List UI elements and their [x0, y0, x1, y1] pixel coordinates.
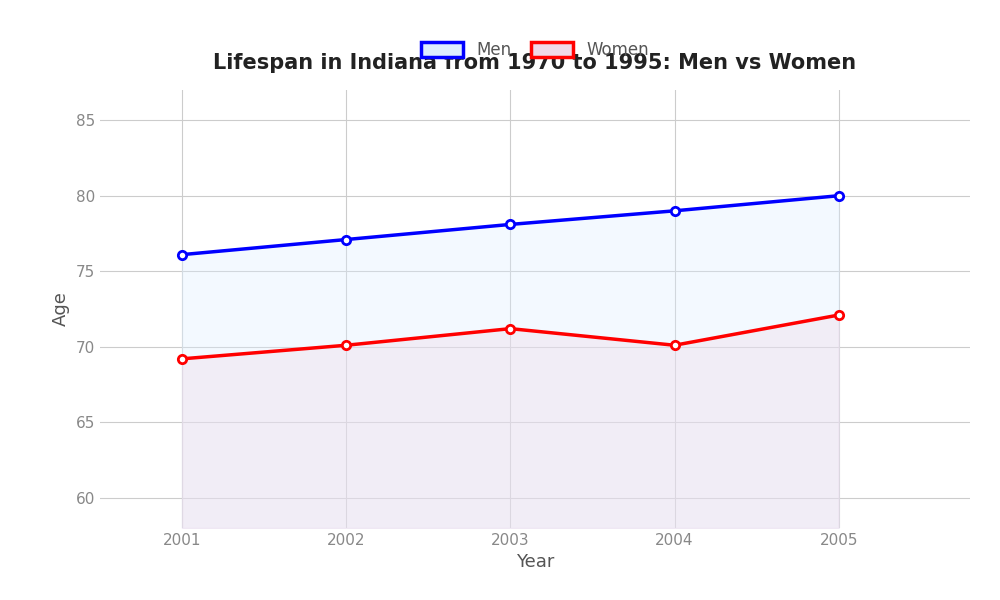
Y-axis label: Age: Age	[52, 292, 70, 326]
Title: Lifespan in Indiana from 1970 to 1995: Men vs Women: Lifespan in Indiana from 1970 to 1995: M…	[213, 53, 857, 73]
X-axis label: Year: Year	[516, 553, 554, 571]
Legend: Men, Women: Men, Women	[421, 41, 649, 59]
